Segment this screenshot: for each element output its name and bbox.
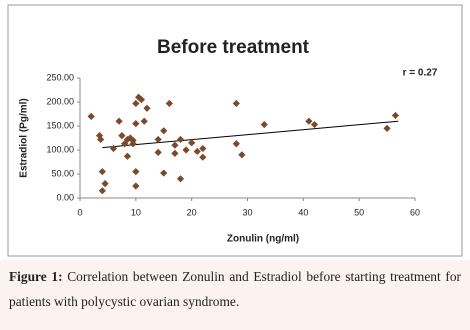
point (98, 187, 106, 195)
x-tick-label: 20 (187, 207, 197, 217)
point (260, 120, 268, 129)
point (118, 132, 126, 140)
point (310, 120, 319, 129)
point (193, 147, 201, 156)
chart: Before treatment r = 0.27 Zonulin (ng/ml… (7, 4, 463, 257)
point (305, 117, 313, 125)
x-tick-label: 40 (298, 207, 308, 217)
y-tick-label: 50.00 (51, 168, 74, 178)
trendline (102, 120, 399, 149)
x-axis-label: Zonulin (ng/ml) (227, 234, 299, 245)
point (391, 111, 400, 120)
point (176, 135, 185, 144)
point (97, 135, 105, 144)
point (176, 175, 185, 183)
x-tick-label: 30 (242, 207, 252, 217)
x-tick-label: 0 (77, 207, 82, 217)
y-tick-label: 250.00 (46, 72, 74, 82)
y-tick-label: 200.00 (46, 96, 74, 106)
point (171, 149, 179, 157)
point (188, 139, 196, 147)
point (199, 144, 207, 153)
point (160, 127, 168, 135)
point (132, 182, 140, 190)
annotation: r = 0.27 (403, 68, 438, 79)
point (232, 99, 240, 108)
point (115, 117, 123, 125)
caption: Figure 1: Correlation between Zonulin an… (0, 260, 470, 330)
y-tick-label: 150.00 (46, 120, 74, 130)
point (140, 117, 148, 125)
x-tick-label: 60 (410, 207, 420, 217)
point (129, 136, 137, 144)
point (154, 135, 162, 144)
point (123, 152, 132, 160)
point (132, 99, 140, 108)
point (109, 144, 118, 153)
y-axis-label: Estradiol (Pg/ml) (19, 98, 30, 177)
caption-text: Correlation between Zonulin and Estradio… (9, 269, 461, 309)
point (154, 148, 162, 156)
point (137, 96, 146, 104)
point (143, 104, 151, 112)
point (98, 168, 106, 176)
point (383, 124, 391, 132)
point (238, 151, 246, 159)
y-tick-label: 0.00 (56, 192, 74, 202)
point (171, 141, 179, 149)
point (165, 99, 173, 108)
y-tick-label: 100.00 (46, 144, 74, 154)
point (199, 153, 207, 161)
point (132, 168, 140, 176)
point (160, 169, 168, 177)
chart-title: Before treatment (157, 37, 310, 58)
caption-label: Figure 1: (9, 269, 63, 284)
x-tick-label: 10 (131, 207, 141, 217)
point (182, 146, 190, 154)
x-tick-label: 50 (354, 207, 364, 217)
point (87, 112, 95, 120)
point (132, 120, 140, 128)
point (101, 180, 109, 188)
point (232, 140, 240, 148)
